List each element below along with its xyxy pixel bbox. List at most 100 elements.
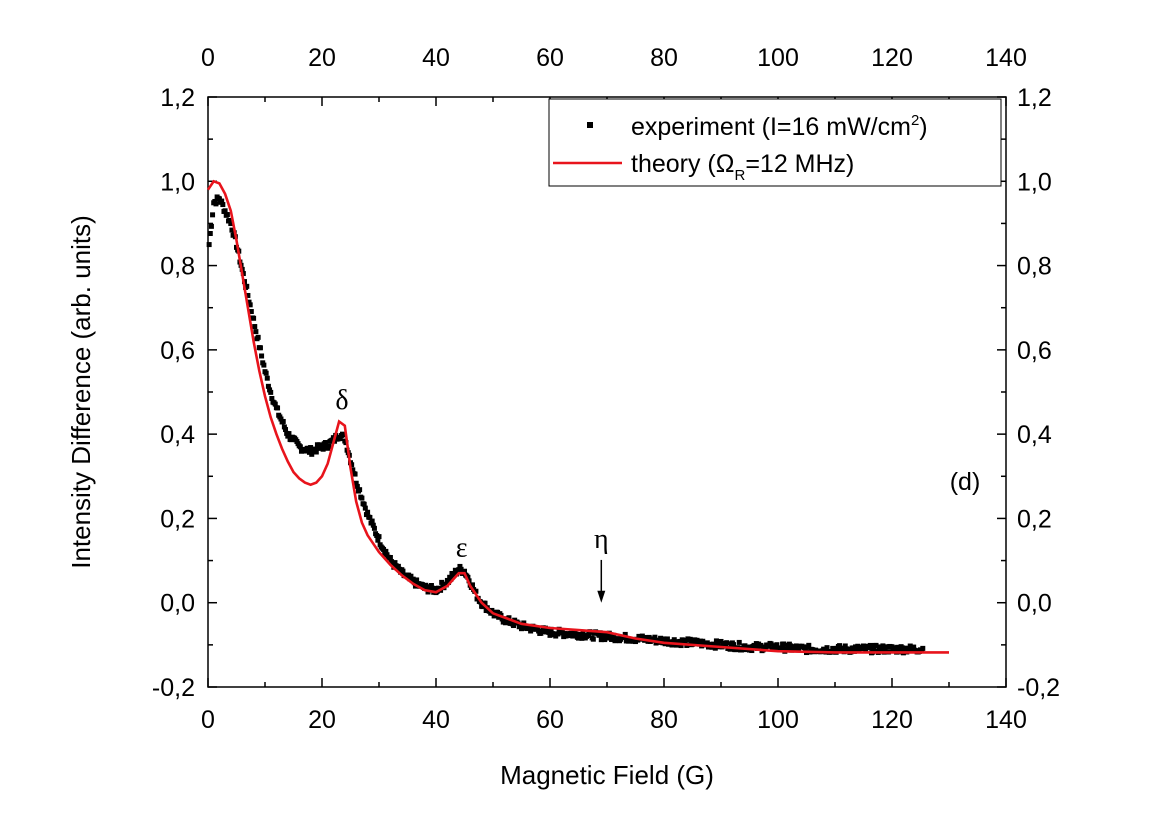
experiment-point	[253, 329, 259, 335]
experiment-point	[251, 315, 257, 321]
experiment-point	[724, 640, 730, 646]
experiment-point	[465, 574, 471, 580]
x-tick-label: 40	[422, 706, 450, 734]
experiment-series	[206, 194, 926, 656]
axis-tick-labels: 0 20 40 60 80 100 120 140 0 20 40 60 80 100 120 140 -0,2…	[152, 44, 1060, 734]
y-right-tick-label: 0,6	[1017, 337, 1052, 365]
experiment-point	[410, 576, 416, 582]
experiment-point	[424, 584, 430, 590]
experiment-point	[392, 560, 398, 566]
experiment-point	[588, 629, 594, 635]
experiment-point	[395, 563, 401, 569]
y-right-tick-label: -0,2	[1017, 674, 1060, 702]
x-tick-label: 120	[871, 706, 913, 734]
x-top-tick-label: 80	[650, 44, 678, 72]
legend-experiment-label: experiment (I=16 mW/cm2)	[631, 112, 928, 141]
experiment-point	[259, 353, 265, 359]
annotation-eta: η	[594, 524, 609, 555]
experiment-point	[846, 646, 852, 652]
experiment-point	[400, 568, 406, 574]
y-right-tick-label: 0,0	[1017, 590, 1052, 618]
experiment-point	[482, 600, 488, 606]
experiment-point	[774, 642, 780, 648]
experiment-point	[609, 636, 615, 642]
x-tick-label: 60	[536, 706, 564, 734]
experiment-point	[694, 637, 700, 643]
experiment-point	[387, 554, 393, 560]
experiment-point	[383, 548, 389, 554]
experiment-point	[357, 487, 363, 493]
experiment-point	[519, 626, 524, 632]
panel-label: (d)	[950, 468, 981, 496]
experiment-point	[322, 440, 328, 446]
experiment-point	[473, 588, 479, 594]
experiment-point	[206, 242, 212, 248]
experiment-point	[244, 283, 250, 289]
experiment-point	[576, 635, 581, 641]
theory-series-line	[206, 179, 949, 654]
experiment-point	[414, 577, 420, 583]
legend-theory-label: theory (ΩR=12 MHz)	[631, 150, 854, 184]
experiment-point	[824, 645, 830, 651]
experiment-point	[245, 292, 251, 298]
y-right-tick-label: 1,2	[1017, 84, 1052, 112]
experiment-point	[264, 375, 270, 381]
experiment-point	[715, 641, 721, 647]
experiment-point	[210, 212, 216, 218]
eta-arrow-head	[597, 590, 606, 603]
experiment-point	[281, 424, 287, 430]
experiment-point	[907, 643, 913, 649]
experiment-point	[883, 644, 889, 650]
experiment-point	[545, 626, 551, 632]
experiment-point	[376, 534, 382, 540]
x-top-tick-label: 120	[871, 44, 913, 72]
experiment-point	[246, 299, 252, 305]
x-top-tick-label: 100	[757, 44, 799, 72]
experiment-point	[285, 433, 291, 439]
experiment-point	[384, 552, 390, 558]
experiment-point	[895, 644, 901, 650]
experiment-point	[283, 427, 289, 433]
experiment-point	[469, 582, 475, 588]
experiment-point	[621, 634, 627, 640]
y-tick-label: 0,6	[160, 337, 195, 365]
y-tick-label: 0,0	[160, 590, 195, 618]
experiment-point	[309, 451, 315, 457]
experiment-point	[842, 643, 848, 649]
experiment-point	[731, 642, 737, 648]
experiment-point	[280, 418, 286, 424]
experiment-point	[480, 604, 486, 610]
experiment-point	[446, 579, 452, 585]
experiment-point	[411, 580, 417, 586]
experiment-point	[255, 334, 261, 340]
y-right-tick-label: 0,2	[1017, 505, 1052, 533]
experiment-point	[596, 632, 602, 638]
y-tick-label: 0,4	[160, 421, 195, 449]
experiment-point	[781, 641, 787, 647]
experiment-point	[367, 514, 373, 520]
x-tick-label: 80	[650, 706, 678, 734]
x-top-tick-label: 140	[985, 44, 1027, 72]
experiment-point	[286, 431, 292, 437]
experiment-point	[878, 648, 884, 654]
experiment-point	[265, 383, 271, 389]
experiment-point	[580, 631, 586, 637]
experiment-point	[229, 227, 235, 233]
experiment-point	[247, 302, 253, 308]
x-axis-title: Magnetic Field (G)	[500, 760, 714, 790]
annotation-delta: δ	[335, 385, 348, 416]
experiment-point	[546, 629, 552, 635]
experiment-point	[911, 644, 917, 650]
experiment-point	[353, 480, 359, 486]
experiment-point	[207, 231, 213, 237]
experiment-point	[489, 607, 495, 613]
experiment-point	[920, 645, 926, 651]
experiment-point	[462, 568, 467, 574]
experiment-point	[899, 645, 905, 651]
experiment-point	[806, 642, 812, 648]
experiment-point	[880, 643, 886, 649]
experiment-point	[354, 483, 360, 489]
y-tick-label: 0,8	[160, 253, 195, 281]
experiment-point	[506, 615, 512, 621]
